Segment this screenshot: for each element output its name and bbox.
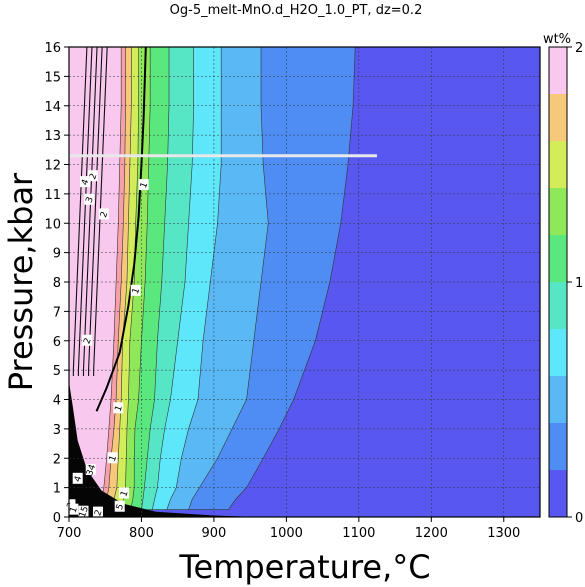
colorbar-tick-label: 0 (575, 511, 583, 526)
contour-label-text: 2 (93, 509, 104, 518)
y-tick-label: 14 (44, 100, 61, 115)
contour-label: 3 (84, 193, 96, 205)
contour-label-bg (130, 284, 141, 296)
contour-label: 1 (138, 179, 150, 191)
contour-label-bg (85, 464, 96, 475)
contour-label: 2 (92, 506, 105, 518)
contour-label-text: 1 (119, 489, 130, 498)
contour-label: 5 (114, 500, 126, 512)
contour-label-bg (72, 472, 83, 484)
contour-label-text: 1 (114, 404, 125, 413)
y-axis-label: Pressure,kbar (2, 172, 40, 391)
unstable-region (69, 381, 258, 517)
colorbar-swatch (549, 282, 567, 329)
chart-title: Og-5_melt-MnO.d_H2O_1.0_PT, dz=0.2 (170, 3, 423, 18)
contour-label: 2 (82, 334, 94, 346)
contour-label-bg (107, 452, 118, 464)
contour-label-text: 5 (115, 503, 126, 512)
contour-label: 4 (72, 472, 84, 484)
contour-label: 1 (113, 402, 125, 414)
colorbar: 0 1 2 (548, 41, 583, 526)
x-axis: 700 800 900 1000 1100 1200 1300 (57, 517, 520, 541)
contour-label-text: 15 (78, 505, 91, 519)
contour-label-text: 1 (139, 181, 150, 190)
contour-label-text: 1 (69, 506, 80, 515)
y-tick-label: 11 (44, 188, 61, 203)
x-tick-label: 1300 (487, 526, 520, 541)
contour-label-text: 1 (108, 454, 119, 463)
contour-label-text: 4 (73, 475, 84, 484)
contour-label-text: 3 (85, 196, 96, 205)
y-tick-label: 12 (44, 159, 61, 174)
colorbar-swatch (549, 47, 567, 94)
y-tick-label: 1 (53, 482, 61, 497)
colorbar-swatch (549, 470, 567, 517)
contour-label: 1 (68, 503, 80, 515)
y-tick-label: 13 (44, 129, 61, 144)
contour-label: 2 (98, 208, 110, 220)
colorbar-swatch (549, 141, 567, 188)
x-tick-label: 700 (57, 526, 82, 541)
plot-area: 1111222341223451154 (65, 46, 541, 519)
y-tick-label: 2 (53, 452, 61, 467)
y-tick-label: 9 (53, 247, 61, 262)
contour-label-text: 2 (82, 337, 93, 346)
contour-label: 1 (119, 487, 131, 499)
contour-label-text: 1 (131, 287, 142, 296)
x-tick-label: 1000 (270, 526, 303, 541)
colorbar-tick-label: 2 (575, 41, 583, 56)
contour-label: 4 (79, 176, 92, 188)
contour-label-bg (87, 170, 98, 182)
colorbar-swatch (549, 376, 567, 423)
contour-label-bg (138, 179, 149, 191)
contour-label-bg (113, 402, 124, 414)
contour-label: 1 (107, 452, 119, 464)
y-tick-label: 7 (53, 305, 61, 320)
y-tick-label: 5 (53, 364, 61, 379)
contour-label: 15 (78, 505, 91, 519)
contour-label-bg (84, 193, 95, 205)
colorbar-swatch (549, 423, 567, 470)
y-tick-label: 15 (44, 70, 61, 85)
contour-label-text: 34 (85, 463, 98, 477)
colorbar-tick-label: 1 (575, 276, 583, 291)
contour-label-text: 2 (88, 172, 99, 181)
contour-label-bg (114, 500, 125, 512)
colorbar-swatch (549, 235, 567, 282)
y-tick-label: 10 (44, 217, 61, 232)
colorbar-label: wt% (543, 32, 571, 47)
contour-label: 2 (87, 170, 100, 182)
contour-label-bg (79, 176, 90, 188)
y-tick-label: 3 (53, 423, 61, 438)
contour-label: 34 (85, 463, 98, 477)
contour-label-bg (78, 505, 89, 517)
contour-label-bg (68, 503, 79, 515)
colorbar-swatch (549, 94, 567, 141)
contour-label-text: 4 (80, 178, 91, 187)
x-axis-label: Temperature,°C (178, 548, 430, 586)
x-tick-label: 800 (129, 526, 154, 541)
contour-label-bg (98, 208, 109, 220)
y-tick-label: 16 (44, 41, 61, 56)
contour-line-1wt (95, 46, 147, 412)
contour-label-bg (92, 506, 103, 518)
x-tick-label: 1100 (342, 526, 375, 541)
contour-label: 1 (130, 284, 142, 296)
x-tick-label: 900 (202, 526, 227, 541)
contour-label-bg (119, 487, 130, 499)
contour-label-bg (82, 334, 93, 346)
colorbar-swatch (549, 188, 567, 235)
y-tick-label: 4 (53, 394, 61, 409)
x-tick-label: 1200 (415, 526, 448, 541)
colorbar-swatch (549, 329, 567, 376)
contour-label-text: 2 (99, 210, 110, 219)
y-tick-label: 6 (53, 335, 61, 350)
y-tick-label: 0 (53, 511, 61, 526)
y-tick-label: 8 (53, 276, 61, 291)
